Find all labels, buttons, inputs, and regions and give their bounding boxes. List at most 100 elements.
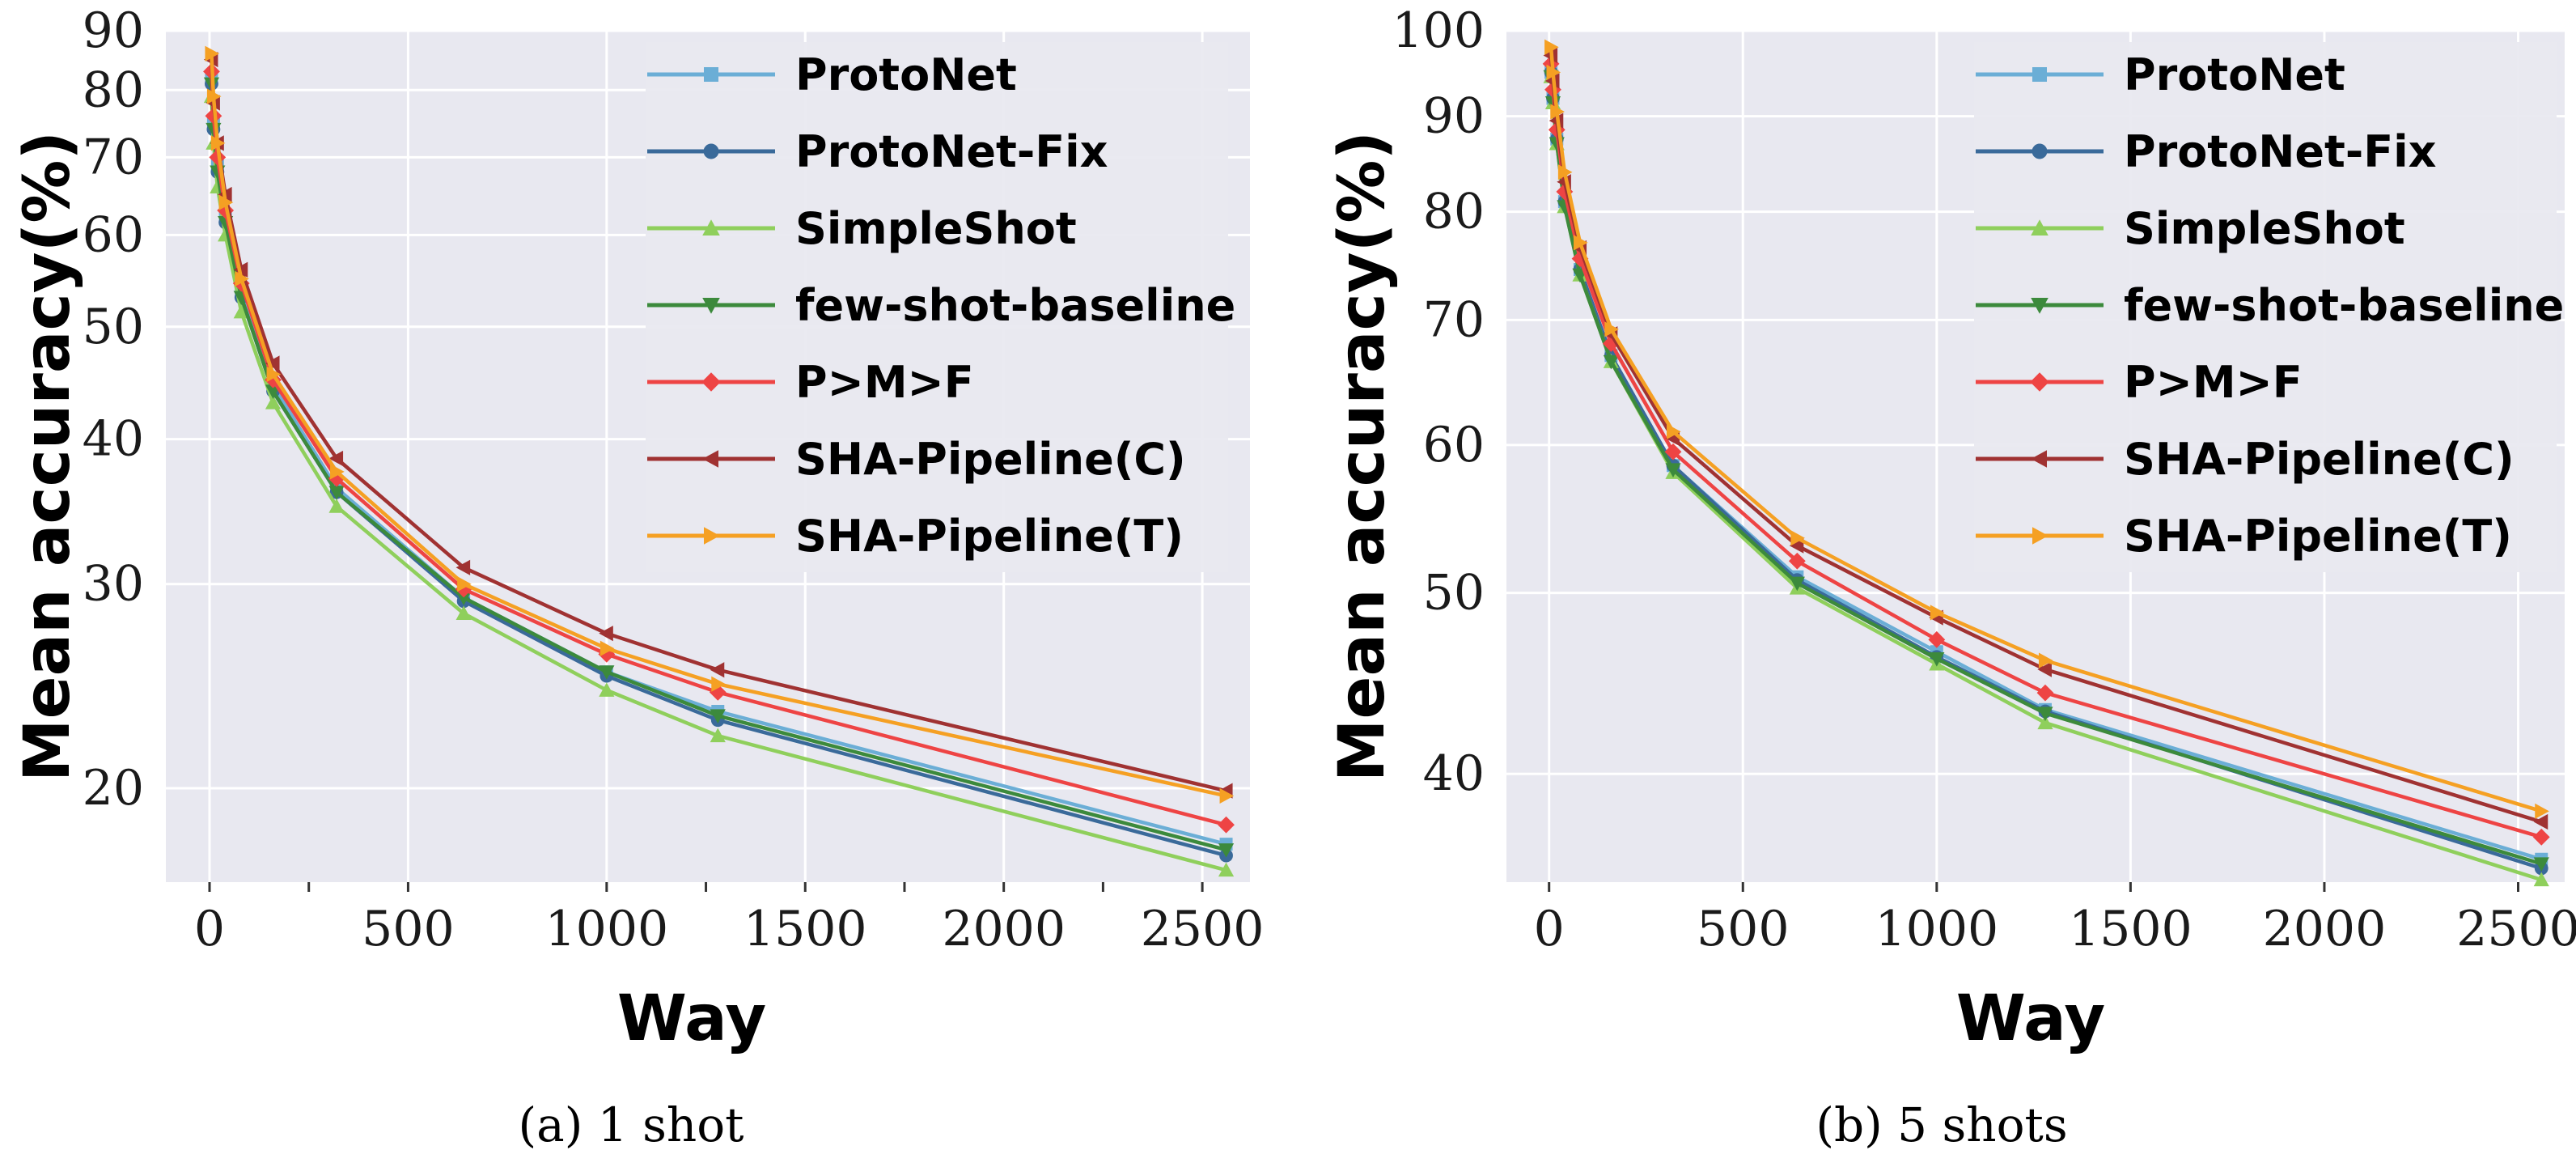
data-point <box>455 591 472 606</box>
legend-label: ProtoNet <box>2124 49 2345 100</box>
x-tick-label: 2500 <box>2456 901 2576 957</box>
y-tick-label: 70 <box>1423 291 1485 348</box>
data-point <box>1790 530 1805 546</box>
data-point <box>600 640 615 656</box>
data-point <box>710 728 726 743</box>
y-tick-label: 50 <box>83 299 144 355</box>
legend-marker <box>2030 372 2049 392</box>
data-point <box>205 45 220 62</box>
y-tick-label: 100 <box>1392 2 1485 59</box>
legend-marker <box>702 450 718 468</box>
legend-marker <box>704 67 718 82</box>
series-group <box>1542 39 2550 887</box>
y-axis-label: Mean accuracy(%) <box>1326 131 1399 782</box>
y-axis-label: Mean accuracy(%) <box>11 131 84 782</box>
x-tick-label: 1500 <box>744 901 867 957</box>
legend: ProtoNet ProtoNet-Fix SimpleShot few-shot-b… <box>1974 42 2564 572</box>
legend-label: SimpleShot <box>795 203 1077 254</box>
data-point <box>1665 463 1681 478</box>
legend-marker <box>2031 298 2049 314</box>
legend-marker <box>2032 143 2048 159</box>
x-tick-label: 0 <box>194 901 225 957</box>
y-tick-label: 30 <box>83 556 144 613</box>
legend-label: few-shot-baseline <box>2124 280 2564 331</box>
y-tick-label: 80 <box>1423 184 1485 240</box>
y-tick-label: 60 <box>83 206 144 263</box>
legend-label: P>M>F <box>2124 357 2303 408</box>
data-point <box>328 450 344 467</box>
x-tick-label: 1000 <box>544 901 668 957</box>
data-point <box>2037 661 2052 677</box>
data-point <box>1218 843 1235 858</box>
legend-marker <box>701 372 721 392</box>
data-point <box>1574 235 1588 251</box>
series-group <box>203 45 1235 877</box>
data-point <box>2533 872 2549 887</box>
figure-caption: (b) 5 shots <box>1815 1097 2067 1152</box>
data-point <box>1667 423 1681 439</box>
data-point <box>1604 321 1619 337</box>
x-tick-label: 0 <box>1534 901 1565 957</box>
data-point <box>599 626 613 642</box>
legend-marker <box>2031 219 2049 236</box>
data-point <box>1603 354 1619 370</box>
data-point <box>2036 684 2054 702</box>
data-point <box>710 662 725 678</box>
data-point <box>455 605 472 621</box>
data-point <box>328 486 345 500</box>
x-tick-label: 1000 <box>1875 901 1998 957</box>
data-point <box>218 194 234 210</box>
data-point <box>2533 857 2549 872</box>
y-tick-label: 60 <box>1423 417 1485 473</box>
data-point <box>2532 828 2550 846</box>
data-point <box>1929 651 1945 667</box>
x-tick-label: 2000 <box>2263 901 2387 957</box>
data-point <box>1930 605 1945 621</box>
x-tick-label: 500 <box>362 901 455 957</box>
legend: ProtoNet ProtoNet-Fix SimpleShot few-shot-b… <box>646 42 1235 572</box>
y-tick-label: 40 <box>1423 745 1485 802</box>
legend-label: SHA-Pipeline(T) <box>2124 511 2512 562</box>
legend-label: SHA-Pipeline(C) <box>2124 434 2515 485</box>
data-point <box>1218 816 1235 834</box>
data-point <box>206 88 222 104</box>
data-point <box>1546 64 1561 80</box>
y-tick-label: 90 <box>1423 88 1485 145</box>
data-point <box>599 665 615 680</box>
data-point <box>265 371 282 388</box>
x-tick-label: 2500 <box>1141 901 1265 957</box>
data-point <box>455 559 471 575</box>
data-point <box>1788 552 1806 570</box>
data-point <box>1789 537 1804 554</box>
data-point <box>457 576 472 592</box>
data-point <box>328 499 345 513</box>
data-point <box>2037 707 2053 721</box>
legend-label: ProtoNet-Fix <box>2124 126 2437 177</box>
legend-marker <box>2031 450 2047 468</box>
data-point <box>599 682 615 697</box>
legend-marker <box>703 143 719 159</box>
data-point <box>1789 576 1805 592</box>
legend-marker <box>702 298 720 314</box>
legend-label: ProtoNet <box>795 49 1017 100</box>
data-point <box>2038 652 2053 668</box>
x-tick-label: 500 <box>1697 901 1790 957</box>
data-point <box>1218 862 1235 877</box>
legend-label: ProtoNet-Fix <box>795 126 1108 177</box>
chart-panel-b: 0 500 1000 1500 2000 2500 40 50 60 70 80 90 100 Proto… <box>1326 2 2576 1152</box>
data-point <box>266 366 282 383</box>
data-point <box>265 355 280 371</box>
data-point <box>1664 443 1682 460</box>
legend-label: SHA-Pipeline(C) <box>795 434 1186 485</box>
data-point <box>1550 104 1565 120</box>
legend-label: SHA-Pipeline(T) <box>795 511 1184 562</box>
x-axis-label: Way <box>617 982 766 1055</box>
legend-marker <box>702 219 720 236</box>
legend-marker <box>2032 67 2047 82</box>
legend-marker <box>704 527 720 545</box>
data-point <box>330 464 345 480</box>
data-point <box>1602 335 1620 352</box>
legend-marker <box>2032 527 2049 545</box>
legend-label: SimpleShot <box>2124 203 2405 254</box>
